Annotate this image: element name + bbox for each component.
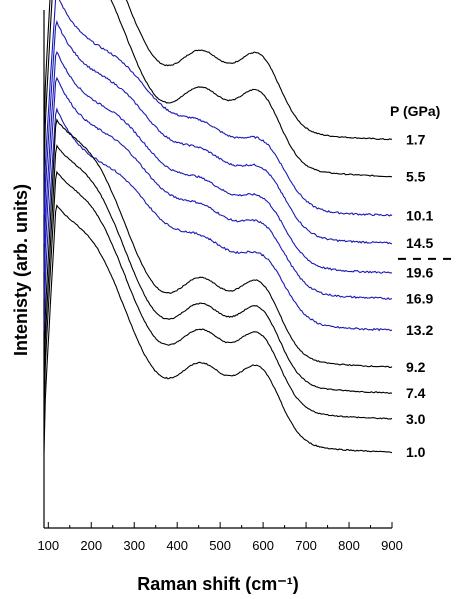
- pressure-label: 10.1: [406, 207, 433, 223]
- spectrum-line: [43, 51, 393, 274]
- pressure-label: 5.5: [406, 169, 426, 185]
- spectrum-line: [43, 19, 393, 245]
- spectrum-line: [43, 76, 393, 301]
- spectrum-line: [43, 107, 393, 332]
- pressure-label: 14.5: [406, 235, 433, 251]
- x-tick-label: 200: [80, 538, 102, 553]
- x-tick-labels: 100 200 300 400 500 600 700 800 900: [37, 538, 402, 553]
- spectrum-line: [43, 144, 393, 394]
- pressure-label: 7.4: [406, 385, 426, 401]
- spectra-curves: [43, 0, 393, 454]
- pressure-label: 1.7: [406, 132, 426, 148]
- pressure-label: 1.0: [406, 444, 426, 460]
- x-tick-label: 700: [295, 538, 317, 553]
- spectrum-line: [43, 0, 393, 178]
- pressure-label: 13.2: [406, 322, 433, 338]
- spectrum-line: [43, 0, 393, 141]
- x-tick-label: 100: [37, 538, 59, 553]
- pressure-labels: 1.7 5.5 10.1 14.5 19.6 16.9 13.2 9.2 7.4 3.0 1.0: [406, 132, 433, 461]
- x-tick-label: 400: [166, 538, 188, 553]
- spectrum-line: [43, 203, 393, 454]
- spectrum-line: [43, 170, 393, 420]
- x-tick-label: 800: [338, 538, 360, 553]
- pressure-label: 3.0: [406, 411, 426, 427]
- x-tick-label: 500: [209, 538, 231, 553]
- x-tick-label: 600: [252, 538, 274, 553]
- x-ticks: [47, 522, 393, 528]
- x-tick-label: 300: [123, 538, 145, 553]
- pressure-label: 16.9: [406, 291, 433, 307]
- pressure-label: 9.2: [406, 359, 426, 375]
- x-axis-title: Raman shift (cm⁻¹): [137, 574, 299, 594]
- spectrum-line: [43, 118, 393, 368]
- y-axis-title: Intenisty (arb. units): [11, 184, 31, 356]
- legend-title: P (GPa): [390, 103, 440, 119]
- pressure-label: 19.6: [406, 265, 433, 281]
- spectrum-line: [43, 0, 393, 217]
- x-tick-label: 900: [381, 538, 403, 553]
